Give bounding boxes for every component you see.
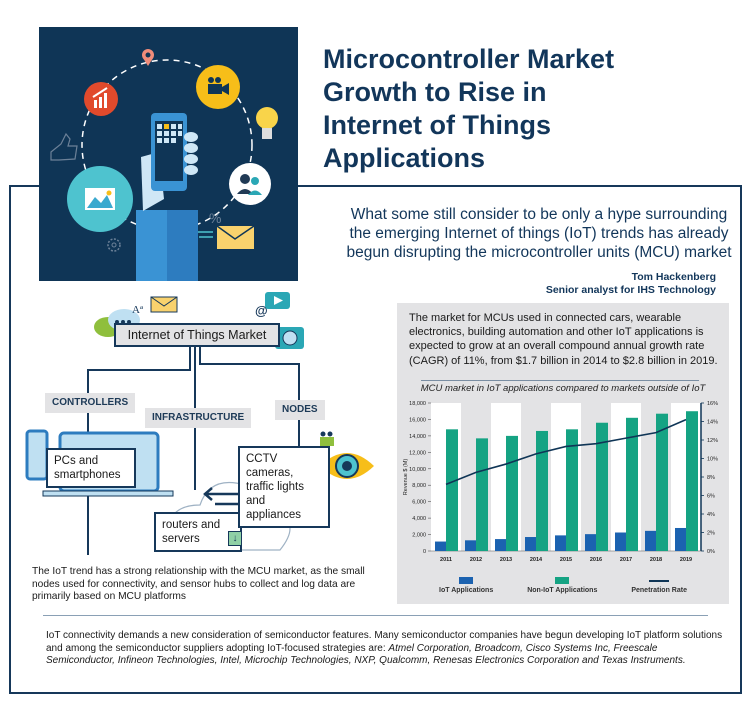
svg-text:10%: 10% bbox=[707, 457, 718, 463]
growth-chart-icon bbox=[84, 82, 118, 116]
leaf-cctv-appliances: CCTV cameras, traffic lights and applian… bbox=[238, 446, 330, 528]
footer-paragraph: IoT connectivity demands a new considera… bbox=[46, 630, 726, 668]
page-title: Microcontroller Market Growth to Rise in… bbox=[323, 43, 743, 175]
title-line: Microcontroller Market bbox=[323, 44, 615, 74]
camera-icon bbox=[275, 327, 304, 349]
panel-divider bbox=[421, 380, 699, 381]
at-sign-icon: @ bbox=[255, 303, 268, 318]
chart-legend: IoT Applications Non-IoT Applications Pe… bbox=[397, 577, 729, 594]
quote-author: Tom Hackenberg bbox=[631, 271, 716, 283]
leaf-pcs-smartphones: PCs and smartphones bbox=[46, 448, 136, 488]
play-video-icon bbox=[265, 292, 290, 309]
quote-attribution: Tom Hackenberg Senior analyst for IHS Te… bbox=[546, 271, 716, 297]
lightbulb-icon bbox=[256, 107, 278, 139]
footer-divider bbox=[43, 615, 708, 616]
svg-text:12%: 12% bbox=[707, 438, 718, 444]
svg-text:2019: 2019 bbox=[680, 557, 692, 563]
svg-text:2016: 2016 bbox=[590, 557, 602, 563]
hero-illustration: % bbox=[39, 27, 298, 281]
svg-text:8%: 8% bbox=[707, 475, 715, 481]
svg-text:6%: 6% bbox=[707, 494, 715, 500]
location-pin-icon bbox=[142, 49, 154, 66]
svg-text:12,000: 12,000 bbox=[409, 450, 426, 456]
svg-text:8,000: 8,000 bbox=[412, 483, 426, 489]
chart-panel: The market for MCUs used in connected ca… bbox=[397, 303, 729, 604]
quote-author-role: Senior analyst for IHS Technology bbox=[545, 284, 716, 296]
font-icon: Aª bbox=[132, 304, 144, 316]
svg-text:2011: 2011 bbox=[440, 557, 452, 563]
picture-icon bbox=[67, 166, 133, 232]
movie-camera-icon bbox=[320, 431, 334, 446]
diagram-caption: The IoT trend has a strong relationship … bbox=[32, 566, 365, 603]
svg-text:2%: 2% bbox=[707, 531, 715, 537]
legend-label: Penetration Rate bbox=[631, 587, 687, 594]
thumbs-up-icon bbox=[50, 132, 78, 161]
gear-icon bbox=[107, 238, 121, 252]
svg-text:14%: 14% bbox=[707, 420, 718, 426]
pull-quote: What some still consider to be only a hy… bbox=[346, 206, 732, 261]
eye-icon bbox=[320, 453, 374, 479]
svg-text:16,000: 16,000 bbox=[409, 417, 426, 423]
svg-text:2013: 2013 bbox=[500, 557, 512, 563]
legend-label: Non-IoT Applications bbox=[527, 587, 598, 594]
title-line: Growth to Rise in bbox=[323, 77, 547, 107]
legend-non-iot: Non-IoT Applications bbox=[527, 577, 597, 594]
svg-text:0%: 0% bbox=[707, 549, 715, 555]
percent-icon: % bbox=[209, 210, 221, 226]
svg-text:14,000: 14,000 bbox=[409, 434, 426, 440]
users-icon bbox=[229, 163, 271, 205]
video-camera-icon bbox=[196, 65, 240, 109]
content-frame bbox=[9, 185, 742, 694]
title-line: Applications bbox=[323, 143, 486, 173]
footer-company-list: Atmel Corporation, Broadcom, Cisco Syste… bbox=[46, 642, 686, 667]
svg-text:16%: 16% bbox=[707, 401, 718, 407]
legend-swatch-blue bbox=[459, 577, 474, 584]
svg-text:4,000: 4,000 bbox=[412, 516, 426, 522]
branch-label-infrastructure: INFRASTRUCTURE bbox=[145, 408, 252, 428]
svg-text:2017: 2017 bbox=[620, 557, 632, 563]
legend-iot: IoT Applications bbox=[439, 577, 493, 594]
download-icon: ↓ bbox=[228, 531, 242, 546]
smartphone-icon bbox=[25, 429, 49, 481]
legend-penetration: Penetration Rate bbox=[631, 577, 687, 594]
svg-text:10,000: 10,000 bbox=[409, 467, 426, 473]
svg-text:6,000: 6,000 bbox=[412, 500, 426, 506]
diagram-root-node: Internet of Things Market bbox=[114, 323, 280, 347]
footer-text: IoT connectivity demands a new considera… bbox=[46, 630, 723, 654]
smartphone-in-hand-icon bbox=[136, 113, 198, 281]
chart-title: MCU market in IoT applications compared … bbox=[420, 383, 706, 394]
legend-swatch-green bbox=[555, 577, 570, 584]
svg-text:2,000: 2,000 bbox=[412, 533, 426, 539]
branch-label-controllers: CONTROLLERS bbox=[45, 393, 136, 413]
branch-label-nodes: NODES bbox=[275, 400, 325, 420]
panel-description: The market for MCUs used in connected ca… bbox=[409, 312, 718, 367]
svg-text:18,000: 18,000 bbox=[409, 401, 426, 407]
legend-label: IoT Applications bbox=[439, 587, 494, 594]
bar-line-chart: 0 2,000 4,000 6,000 8,000 10,000 12,000 14,000 1… bbox=[403, 401, 718, 563]
svg-text:2012: 2012 bbox=[470, 557, 482, 563]
envelope-small-icon bbox=[150, 296, 178, 313]
svg-text:2014: 2014 bbox=[530, 557, 543, 563]
legend-swatch-line bbox=[649, 580, 670, 582]
svg-text:2018: 2018 bbox=[650, 557, 662, 563]
leaf-routers-servers: routers and servers bbox=[154, 512, 242, 552]
svg-text:0: 0 bbox=[423, 549, 426, 555]
svg-text:4%: 4% bbox=[707, 512, 715, 518]
title-line: Internet of Things bbox=[323, 110, 551, 140]
svg-text:2015: 2015 bbox=[560, 557, 572, 563]
svg-text:Revenue $ (M): Revenue $ (M) bbox=[403, 459, 409, 496]
envelope-icon bbox=[195, 225, 255, 249]
